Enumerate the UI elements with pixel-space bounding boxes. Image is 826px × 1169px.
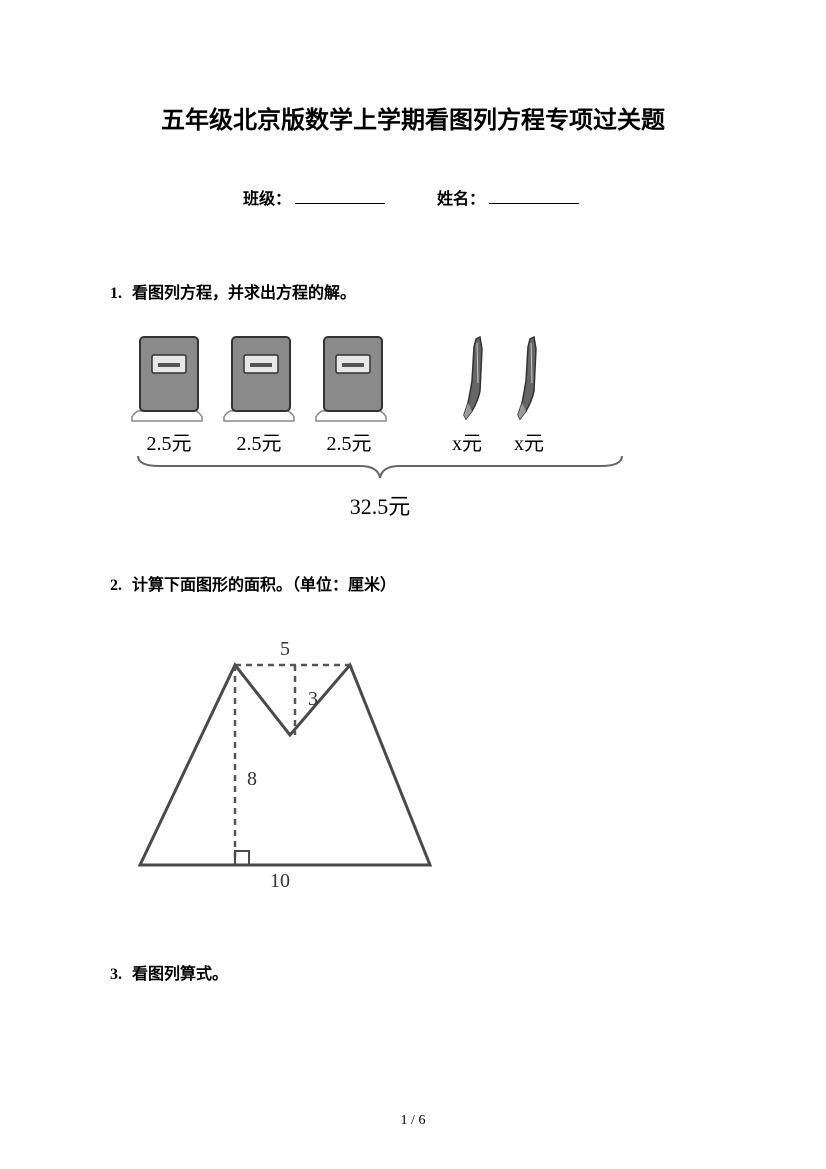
page-current: 1 xyxy=(401,1113,408,1128)
dim-top: 5 xyxy=(280,638,290,660)
q3-number: 3. xyxy=(110,966,122,983)
student-info-line: 班级： 姓名： xyxy=(110,185,716,209)
q2-number: 2. xyxy=(110,577,122,594)
pen-icon xyxy=(504,333,544,423)
class-blank[interactable] xyxy=(295,188,385,204)
total-value: 32.5 xyxy=(350,494,389,519)
pen-icon xyxy=(450,333,490,423)
q1-text: 看图列方程，并求出方程的解。 xyxy=(132,285,356,302)
q1-number: 1. xyxy=(110,285,122,302)
page-sep: / xyxy=(408,1113,419,1128)
notebook-icon xyxy=(314,333,392,423)
items-row xyxy=(130,333,716,423)
dim-bottom: 10 xyxy=(270,870,290,892)
q1-figure: 2.5元 2.5元 2.5元 x元 x元 32.5元 xyxy=(130,333,716,521)
q2-figure: 5 3 8 10 xyxy=(120,625,716,900)
question-1: 1. 看图列方程，并求出方程的解。 xyxy=(110,279,716,303)
question-2: 2. 计算下面图形的面积。（单位：厘米） xyxy=(110,571,716,595)
name-blank[interactable] xyxy=(489,188,579,204)
dim-height: 8 xyxy=(247,768,257,790)
class-label: 班级： xyxy=(243,191,291,208)
page-footer: 1 / 6 xyxy=(0,1113,826,1129)
notebook-icon xyxy=(130,333,208,423)
document-title: 五年级北京版数学上学期看图列方程专项过关题 xyxy=(110,100,716,135)
question-3: 3. 看图列算式。 xyxy=(110,960,716,984)
dim-notch: 3 xyxy=(308,688,318,710)
notebook-icon xyxy=(222,333,300,423)
page-total: 6 xyxy=(418,1113,425,1128)
total-unit: 元 xyxy=(388,494,410,519)
q3-text: 看图列算式。 xyxy=(132,966,228,983)
name-label: 姓名： xyxy=(437,191,485,208)
total-label: 32.5元 xyxy=(130,489,630,521)
brace xyxy=(130,452,630,487)
q2-text: 计算下面图形的面积。（单位：厘米） xyxy=(132,577,396,594)
